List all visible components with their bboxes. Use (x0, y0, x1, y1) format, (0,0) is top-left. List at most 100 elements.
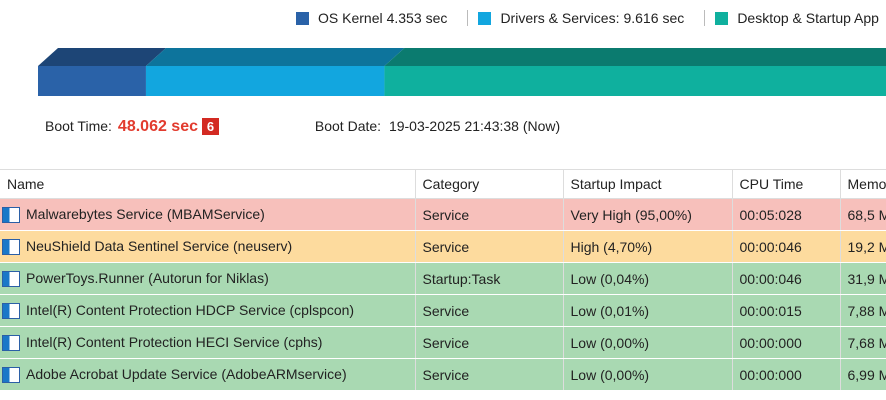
legend-unit: sec (662, 10, 685, 26)
table-cell: 00:05:028 (732, 198, 841, 231)
boot-date: 19-03-2025 21:43:38 (Now) (388, 118, 561, 134)
table-cell: 19,2 M (840, 230, 886, 263)
bar-segment (145, 66, 385, 96)
table-cell: Low (0,00%) (563, 358, 733, 391)
cell-text: 00:00:046 (739, 238, 802, 255)
table-cell: Service (415, 198, 564, 231)
table-cell: Low (0,00%) (563, 326, 733, 359)
table-row[interactable]: Adobe Acrobat Update Service (AdobeARMse… (0, 358, 886, 391)
cell-text: NeuShield Data Sentinel Service (neuserv… (26, 237, 293, 254)
boot-info: Boot Time: 48.062 sec 6 Boot Date: 19-03-2… (45, 118, 560, 136)
legend-swatch (715, 11, 729, 25)
cell-text: Startup:Task (422, 270, 501, 287)
bar-top (384, 48, 886, 66)
table-cell: Adobe Acrobat Update Service (AdobeARMse… (0, 358, 416, 391)
legend-swatch (478, 11, 492, 25)
label: Boot Date: (314, 118, 382, 134)
cell-text: Service (422, 366, 470, 383)
cell-text: Low (0,00%) (570, 366, 650, 383)
cell-text: Low (0,00%) (570, 334, 650, 351)
cell-text: PowerToys.Runner (Autorun for Niklas) (26, 269, 269, 286)
cell-text: Service (422, 238, 470, 255)
cell-text: High (4,70%) (570, 238, 653, 255)
column-header[interactable]: Startup Impact (563, 169, 733, 199)
column-header[interactable]: Memo (840, 169, 886, 199)
cell-text: Low (0,04%) (570, 270, 650, 287)
table-row[interactable]: Intel(R) Content Protection HDCP Service… (0, 294, 886, 327)
process-table: Name Category Startup Impact CPU Time Memo Ma… (0, 169, 886, 391)
legend-unit: sec (425, 10, 448, 26)
cell-text: 19,2 M (847, 238, 886, 255)
cell-text: 31,9 M (847, 270, 886, 287)
cell-text: Low (0,01%) (570, 302, 650, 319)
table-cell: Low (0,01%) (563, 294, 733, 327)
cell-text: Service (422, 206, 470, 223)
table-cell: NeuShield Data Sentinel Service (neuserv… (0, 230, 416, 263)
service-icon (2, 239, 20, 256)
legend-value: 4.353 (386, 10, 422, 26)
table-cell: Low (0,04%) (563, 262, 733, 295)
boot-time: 48.062 sec (117, 118, 198, 135)
table-cell: Service (415, 358, 564, 391)
table-cell: Very High (95,00%) (563, 198, 733, 231)
table-cell: 31,9 M (840, 262, 886, 295)
table-cell: 00:00:000 (732, 326, 841, 359)
table-cell: 7,68 M (840, 326, 886, 359)
badge: 6 (202, 118, 219, 135)
legend-item: Desktop & Startup App (704, 10, 886, 26)
boot-bar (38, 48, 886, 96)
bar-top (38, 48, 166, 66)
bar-segment (38, 66, 146, 96)
table-cell: 7,88 M (840, 294, 886, 327)
table-cell: 00:00:046 (732, 262, 841, 295)
table-cell: Malwarebytes Service (MBAMService) (0, 198, 416, 231)
column-header[interactable]: Category (415, 169, 564, 199)
cell-text: Service (422, 302, 470, 319)
table-row[interactable]: Malwarebytes Service (MBAMService) Servic… (0, 198, 886, 231)
service-icon (2, 335, 20, 352)
table-cell: Service (415, 230, 564, 263)
cell-text: Service (422, 334, 470, 351)
cell-text: 68,5 M (847, 206, 886, 223)
cell-text: Adobe Acrobat Update Service (AdobeARMse… (26, 365, 347, 382)
cell-text: 00:00:046 (739, 270, 802, 287)
table-cell: Service (415, 294, 564, 327)
table-cell: Startup:Task (415, 262, 564, 295)
legend: OS Kernel 4.353 sec Drivers & Services: 9.61… (296, 8, 886, 28)
table-cell: 00:00:046 (732, 230, 841, 263)
table-cell: 6,99 M (840, 358, 886, 391)
table-row[interactable]: Intel(R) Content Protection HECI Service… (0, 326, 886, 359)
column-header[interactable]: CPU Time (732, 169, 841, 199)
table-cell: 00:00:015 (732, 294, 841, 327)
table-cell: Intel(R) Content Protection HDCP Service… (0, 294, 416, 327)
table-cell: 00:00:000 (732, 358, 841, 391)
cell-text: 7,68 M (847, 334, 886, 351)
table-cell: Intel(R) Content Protection HECI Service… (0, 326, 416, 359)
cell-text: 00:00:000 (739, 366, 802, 383)
table-cell: Service (415, 326, 564, 359)
label: Boot Time: (45, 118, 112, 134)
legend-item: OS Kernel 4.353 sec (296, 10, 457, 26)
legend-value: 9.616 (623, 10, 659, 26)
legend-swatch (296, 11, 309, 25)
legend-label: Drivers & Services: (500, 10, 620, 26)
cell-text: Intel(R) Content Protection HDCP Service… (26, 301, 355, 318)
bar-segment (384, 66, 886, 96)
cell-text: Malwarebytes Service (MBAMService) (26, 205, 265, 222)
cell-text: Intel(R) Content Protection HECI Service… (26, 333, 323, 350)
column-header[interactable]: Name (0, 169, 416, 199)
table-row[interactable]: PowerToys.Runner (Autorun for Niklas) Sta… (0, 262, 886, 295)
service-icon (2, 207, 20, 224)
cell-text: 00:05:028 (739, 206, 802, 223)
cell-text: Very High (95,00%) (570, 206, 692, 223)
cell-text: 6,99 M (847, 366, 886, 383)
table-row[interactable]: NeuShield Data Sentinel Service (neuserv… (0, 230, 886, 263)
service-icon (2, 367, 20, 384)
bar-top (145, 48, 405, 66)
table-cell: High (4,70%) (563, 230, 733, 263)
service-icon (2, 271, 20, 288)
cell-text: 00:00:015 (739, 302, 802, 319)
service-icon (2, 303, 20, 320)
legend-label: OS Kernel (318, 10, 383, 26)
